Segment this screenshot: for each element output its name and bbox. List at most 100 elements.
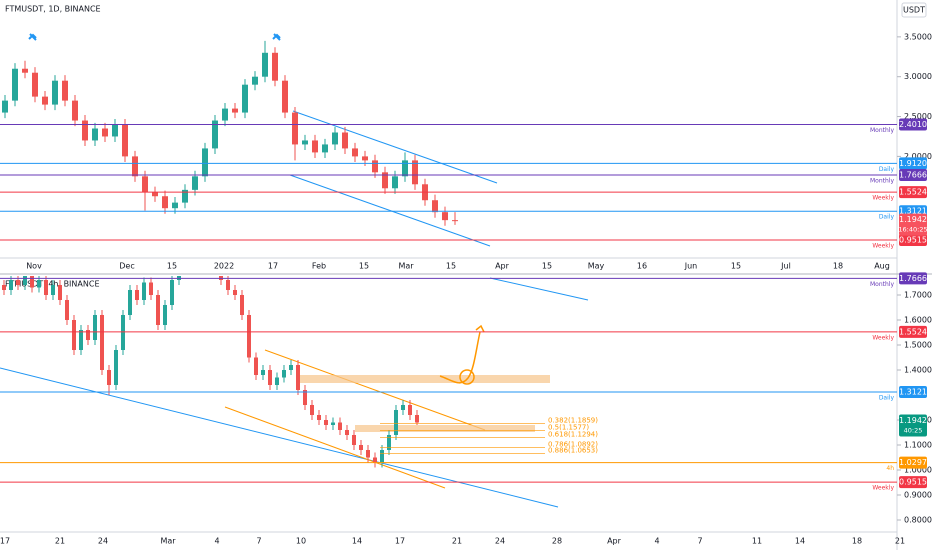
fib-label: 0.886(1.0653) bbox=[548, 447, 598, 455]
trend-line bbox=[224, 406, 446, 489]
candle-body bbox=[142, 282, 146, 300]
candle-body bbox=[387, 435, 391, 450]
candle-body bbox=[12, 68, 18, 101]
y-tick-label: 2.5000 bbox=[904, 112, 932, 121]
candle-body bbox=[37, 280, 41, 288]
x-tick-label: 4 bbox=[654, 537, 659, 546]
candle-body bbox=[202, 148, 208, 177]
candle-body bbox=[121, 315, 125, 350]
candle-body bbox=[2, 285, 6, 290]
currency-label: USDT bbox=[903, 6, 925, 15]
zone bbox=[355, 425, 535, 432]
candle-body bbox=[362, 156, 368, 161]
x-tick-label: 7 bbox=[697, 537, 702, 546]
x-tick-label: 18 bbox=[852, 537, 862, 546]
x-tick-label: 10 bbox=[296, 537, 306, 546]
x-tick-label: 28 bbox=[552, 537, 562, 546]
candle-body bbox=[394, 410, 398, 435]
candle-body bbox=[149, 282, 153, 295]
candle-body bbox=[324, 420, 328, 425]
x-tick-label: 4 bbox=[214, 537, 219, 546]
x-tick-label: 14 bbox=[795, 537, 805, 546]
candle-body bbox=[128, 290, 132, 315]
candle-body bbox=[352, 148, 358, 157]
x-tick-label: 11 bbox=[752, 537, 762, 546]
last-price-tag bbox=[899, 213, 927, 236]
level-tag: Weekly bbox=[872, 195, 894, 202]
candle-body bbox=[372, 160, 378, 173]
y-tick-label: 0.8000 bbox=[904, 516, 932, 525]
x-tick-label: 24 bbox=[495, 537, 505, 546]
x-tick-label: 18 bbox=[833, 262, 843, 271]
candle-body bbox=[302, 140, 308, 145]
x-tick-label: 24 bbox=[98, 537, 108, 546]
y-tick-label: 3.0000 bbox=[904, 72, 932, 81]
candle-body bbox=[93, 315, 97, 340]
candle-body bbox=[2, 100, 8, 113]
level-tag: Monthly bbox=[870, 127, 894, 134]
candle-body bbox=[292, 112, 298, 145]
price-tag bbox=[899, 118, 927, 131]
level-tag: 4h bbox=[886, 465, 894, 472]
price-tag-label: 2.4010 bbox=[899, 120, 927, 129]
last-price: 1.1942 bbox=[899, 215, 927, 224]
price-tag-label: 1.7666 bbox=[899, 274, 927, 283]
candle-body bbox=[392, 176, 398, 189]
candle-body bbox=[254, 357, 258, 375]
currency-box[interactable] bbox=[901, 2, 927, 18]
y-tick-label: 1.0000 bbox=[904, 466, 932, 475]
x-tick-label: 14 bbox=[352, 537, 362, 546]
candle-body bbox=[452, 220, 458, 222]
candle-body bbox=[233, 290, 237, 295]
x-tick-label: Jul bbox=[780, 262, 791, 271]
candle-body bbox=[312, 140, 318, 153]
x-tick-label: 21 bbox=[55, 537, 65, 546]
candle-body bbox=[30, 276, 34, 288]
candle-body bbox=[331, 422, 335, 425]
fib-label: 0.786(1.0892) bbox=[548, 441, 598, 449]
candle-body bbox=[102, 128, 108, 137]
candle-body bbox=[107, 370, 111, 385]
x-tick-label: Feb bbox=[312, 262, 326, 271]
plot bbox=[0, 40, 897, 241]
candle-body bbox=[32, 72, 38, 97]
icon bbox=[272, 33, 281, 41]
x-tick-label: Dec bbox=[119, 262, 134, 271]
price-tag-label: 1.3121 bbox=[899, 387, 927, 396]
price-tag-label: 1.5524 bbox=[899, 188, 927, 197]
trend-line bbox=[0, 367, 559, 508]
x-tick-label: Apr bbox=[607, 537, 622, 546]
fib-label: 0.5(1.1577) bbox=[548, 424, 589, 432]
candle-body bbox=[380, 450, 384, 463]
y-tick-label: 1.6000 bbox=[904, 316, 932, 325]
candle-body bbox=[51, 285, 55, 295]
price-tag-label: 0.9515 bbox=[899, 235, 927, 244]
candle-body bbox=[322, 144, 328, 153]
candle-body bbox=[262, 52, 268, 77]
x-tick-label: 17 bbox=[0, 537, 10, 546]
zone bbox=[300, 375, 550, 383]
level-tag: Daily bbox=[879, 394, 895, 401]
x-tick-label: 15 bbox=[446, 262, 456, 271]
price-tag bbox=[899, 476, 927, 489]
candle-body bbox=[192, 176, 198, 190]
candle-body bbox=[172, 202, 178, 209]
trend-line bbox=[264, 349, 486, 431]
level-tag: Weekly bbox=[872, 242, 894, 249]
candle-body bbox=[222, 108, 228, 121]
candle-body bbox=[16, 280, 20, 285]
candle-body bbox=[232, 108, 238, 113]
candle-body bbox=[408, 405, 412, 415]
candle-body bbox=[58, 285, 62, 300]
y-tick-label: 2.0000 bbox=[904, 152, 932, 161]
candle-body bbox=[156, 295, 160, 325]
candle-body bbox=[72, 100, 78, 121]
x-tick-label: 17 bbox=[395, 537, 405, 546]
candle-body bbox=[86, 330, 90, 340]
candle-body bbox=[373, 457, 377, 463]
candle-body bbox=[303, 390, 307, 405]
candle-body bbox=[242, 84, 248, 113]
candle-body bbox=[345, 430, 349, 435]
candle-body bbox=[342, 132, 348, 149]
